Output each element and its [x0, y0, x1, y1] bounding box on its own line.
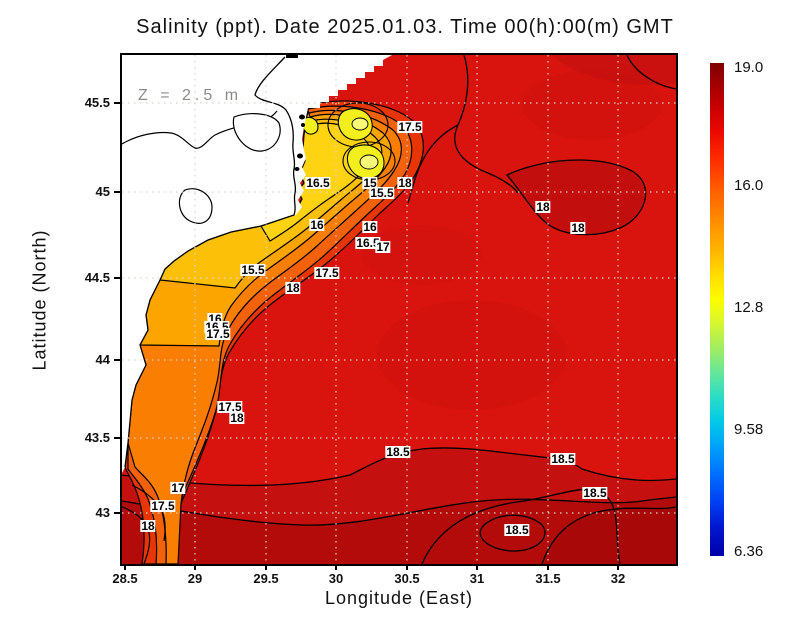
x-tick-label: 30: [328, 571, 344, 586]
lagoon: [178, 188, 213, 224]
x-tick-label: 31: [469, 571, 485, 586]
x-tick-label: 29.5: [253, 571, 279, 586]
x-tick-label: 28.5: [112, 571, 138, 586]
contour-label: 17.5: [217, 400, 243, 414]
region-19: [122, 497, 676, 564]
y-axis-label: Latitude (North): [29, 229, 50, 371]
x-tick-mark: [194, 564, 196, 570]
y-tick-mark: [114, 102, 120, 104]
depth-annotation: Z = 2.5 m: [138, 87, 243, 104]
map-plot: Z = 2.5 m 17.5 18 18 18 16.5 15 15.5 16 16 16.5 17…: [120, 53, 678, 566]
colorbar-tick-label: 19.0: [734, 59, 764, 76]
x-tick-mark: [265, 564, 267, 570]
colorbar-tick-label: 16.0: [734, 177, 764, 194]
y-tick-mark: [114, 277, 120, 279]
contour-label: 17.5: [314, 266, 340, 280]
colorbar-tick-label: 9.58: [734, 421, 764, 438]
colorbar-tick-label: 12.8: [734, 299, 764, 316]
y-tick-mark: [114, 191, 120, 193]
contour-label: 18.5: [385, 445, 411, 459]
contour-label: 18: [285, 281, 301, 295]
salinity-map-graphic: [122, 55, 676, 564]
contour-label: 16.5: [305, 176, 331, 190]
x-tick-mark: [335, 564, 337, 570]
contour-label: 16: [362, 220, 378, 234]
y-tick-label: 45.5: [84, 95, 110, 110]
x-tick-mark: [617, 564, 619, 570]
y-tick-mark: [114, 437, 120, 439]
contour-label: 17.5: [397, 120, 423, 134]
x-tick-label: 31.5: [535, 571, 561, 586]
y-tick-label: 43: [95, 505, 110, 520]
contour-label: 18.5: [504, 523, 530, 537]
contour-label: 16.5: [355, 236, 381, 250]
contour-label: 18: [140, 519, 156, 533]
x-tick-mark: [547, 564, 549, 570]
colorbar: [710, 63, 724, 556]
lagoon: [232, 113, 281, 152]
contour-label: 18.5: [550, 452, 576, 466]
contour-label: 18: [570, 221, 586, 235]
contour-18-loop: [505, 159, 647, 236]
contour-label: 17: [375, 240, 391, 254]
contour-label: 17.5: [205, 327, 231, 341]
gridlines: [122, 55, 676, 564]
contour-label: 15.5: [240, 263, 266, 277]
land: [122, 55, 392, 473]
y-tick-label: 45: [95, 184, 110, 199]
y-tick-mark: [114, 359, 120, 361]
x-tick-mark: [124, 564, 126, 570]
page-title: Salinity (ppt). Date 2025.01.03. Time 00…: [136, 16, 674, 38]
x-tick-mark: [476, 564, 478, 570]
x-tick-label: 29: [187, 571, 203, 586]
y-tick-label: 43.5: [84, 430, 110, 445]
colorbar-tick-label: 6.36: [734, 543, 764, 560]
contour-label: 17: [170, 481, 186, 495]
y-tick-label: 44.5: [84, 270, 110, 285]
y-tick-mark: [114, 512, 120, 514]
x-axis-label: Longitude (East): [324, 588, 474, 608]
x-tick-label: 30.5: [394, 571, 420, 586]
x-tick-mark: [406, 564, 408, 570]
contour-label: 18: [229, 411, 245, 425]
coastline: [124, 56, 297, 468]
contour-label: 17.5: [150, 499, 176, 513]
contour-label: 18.5: [582, 486, 608, 500]
contour-label: 18: [535, 200, 551, 214]
contour-label: 15.5: [369, 186, 395, 200]
x-tick-label: 32: [610, 571, 626, 586]
contour-label: 15: [362, 176, 378, 190]
contour-label: 18: [397, 176, 413, 190]
contour-label: 16: [309, 218, 325, 232]
y-tick-label: 44: [95, 352, 110, 367]
